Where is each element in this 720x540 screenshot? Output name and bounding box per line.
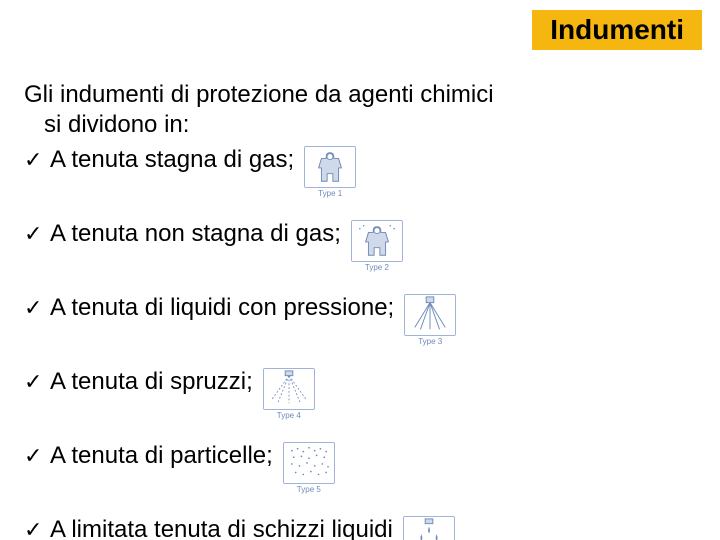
check-icon: ✓	[24, 516, 50, 540]
slide-body: Gli indumenti di protezione da agenti ch…	[24, 80, 696, 540]
type6-icon: Type 6	[403, 516, 455, 540]
check-icon: ✓	[24, 294, 50, 322]
list-item: ✓A tenuta di particelle; Type 5	[24, 442, 696, 494]
item-text: A tenuta non stagna di gas;	[50, 220, 341, 248]
intro-text: Gli indumenti di protezione da agenti ch…	[24, 80, 696, 140]
item-text: A limitata tenuta di schizzi liquidi	[50, 516, 393, 540]
type4-icon: Type 4	[263, 368, 315, 420]
intro-line-1: Gli indumenti di protezione da agenti ch…	[24, 80, 696, 110]
icon-caption: Type 4	[263, 411, 315, 420]
intro-line-2: si dividono in:	[24, 110, 696, 140]
icon-caption: Type 2	[351, 263, 403, 272]
item-text: A tenuta di liquidi con pressione;	[50, 294, 394, 322]
list-item: ✓A limitata tenuta di schizzi liquidi Ty…	[24, 516, 696, 540]
list-item: ✓A tenuta non stagna di gas; Type 2	[24, 220, 696, 272]
check-icon: ✓	[24, 368, 50, 396]
item-text: A tenuta stagna di gas;	[50, 146, 294, 174]
icon-caption: Type 3	[404, 337, 456, 346]
slide-title: Indumenti	[532, 10, 702, 50]
type3-icon: Type 3	[404, 294, 456, 346]
item-text: A tenuta di particelle;	[50, 442, 273, 470]
list-item: ✓A tenuta stagna di gas; Type 1	[24, 146, 696, 198]
check-icon: ✓	[24, 146, 50, 174]
check-icon: ✓	[24, 442, 50, 470]
type5-icon: Type 5	[283, 442, 335, 494]
list-item: ✓A tenuta di spruzzi; Type 4	[24, 368, 696, 420]
type2-icon: Type 2	[351, 220, 403, 272]
icon-caption: Type 5	[283, 485, 335, 494]
icon-caption: Type 1	[304, 189, 356, 198]
items-list: ✓A tenuta stagna di gas; Type 1✓A tenuta…	[24, 146, 696, 540]
type1-icon: Type 1	[304, 146, 356, 198]
slide: Indumenti Gli indumenti di protezione da…	[0, 0, 720, 540]
check-icon: ✓	[24, 220, 50, 248]
list-item: ✓A tenuta di liquidi con pressione; Type…	[24, 294, 696, 346]
item-text: A tenuta di spruzzi;	[50, 368, 253, 396]
